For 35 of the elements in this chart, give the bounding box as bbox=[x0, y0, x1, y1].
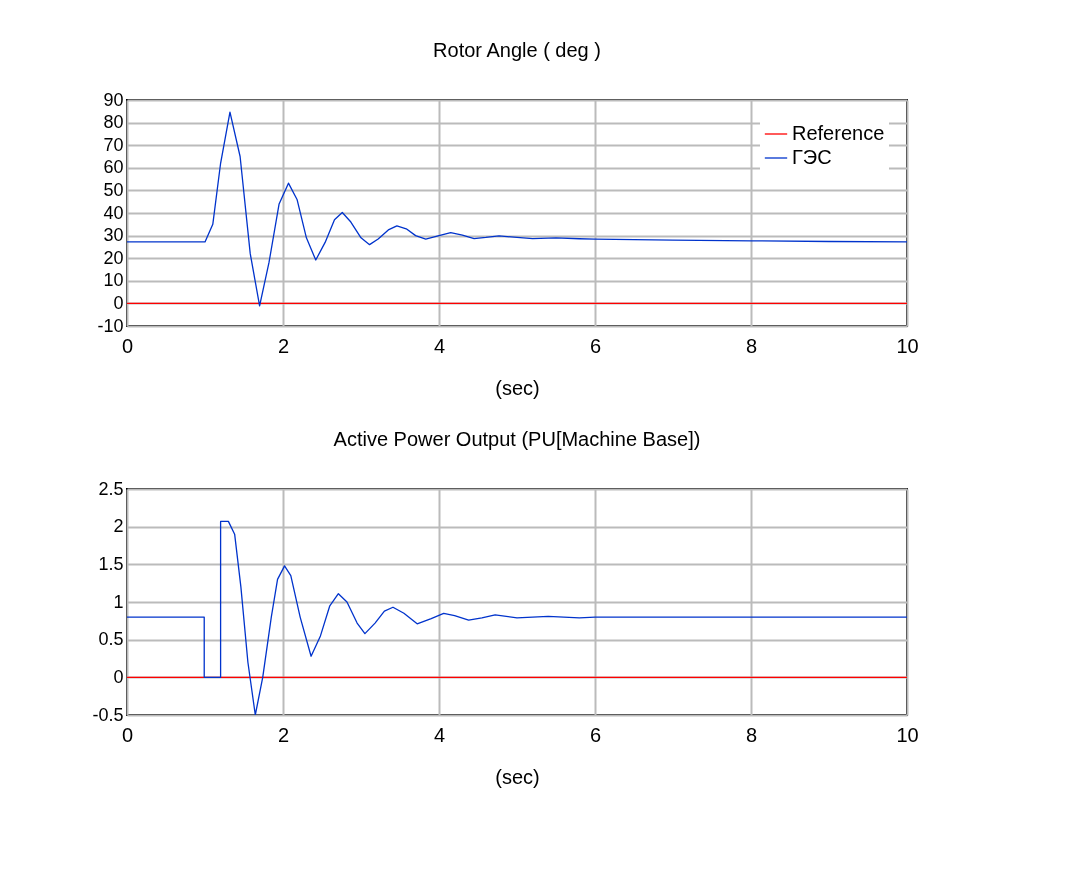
y-tick-label: 2 bbox=[113, 516, 124, 537]
x-tick-label: 10 bbox=[896, 334, 919, 357]
x-axis-title: (sec) bbox=[495, 765, 540, 788]
y-tick-label: -10 bbox=[97, 315, 124, 336]
y-tick-label: -0.5 bbox=[92, 704, 124, 725]
legend-label: Reference bbox=[792, 122, 885, 144]
x-tick-label: 8 bbox=[745, 334, 758, 357]
chart-title: Active Power Output (PU[Machine Base]) bbox=[333, 428, 701, 450]
y-tick-label: 30 bbox=[103, 225, 124, 246]
x-tick-label: 2 bbox=[277, 334, 290, 357]
y-tick-label: 20 bbox=[103, 247, 124, 268]
legend-label: ГЭС bbox=[792, 146, 832, 168]
y-tick-label: 50 bbox=[103, 179, 124, 200]
y-tick-label: 2.5 bbox=[98, 478, 124, 499]
y-tick-label: 0.5 bbox=[98, 629, 124, 650]
x-tick-label: 6 bbox=[589, 334, 602, 357]
x-tick-label: 2 bbox=[277, 723, 290, 746]
y-tick-label: 40 bbox=[103, 202, 124, 223]
line-series bbox=[127, 111, 907, 307]
x-tick-label: 8 bbox=[745, 723, 758, 746]
x-axis-title: (sec) bbox=[495, 376, 540, 399]
y-tick-label: 0 bbox=[113, 292, 124, 313]
chart-title: Rotor Angle ( deg ) bbox=[433, 39, 601, 61]
x-tick-label: 10 bbox=[896, 723, 919, 746]
y-tick-label: 10 bbox=[103, 270, 124, 291]
y-tick-label: 1 bbox=[113, 591, 124, 612]
x-tick-label: 6 bbox=[589, 723, 602, 746]
y-tick-label: 80 bbox=[103, 112, 124, 133]
x-tick-label: 4 bbox=[433, 334, 446, 357]
y-tick-label: 70 bbox=[103, 134, 124, 155]
y-tick-label: 1.5 bbox=[98, 553, 124, 574]
x-tick-label: 4 bbox=[433, 723, 446, 746]
y-tick-label: 60 bbox=[103, 157, 124, 178]
y-tick-label: 90 bbox=[103, 89, 124, 110]
y-tick-label: 0 bbox=[113, 666, 124, 687]
